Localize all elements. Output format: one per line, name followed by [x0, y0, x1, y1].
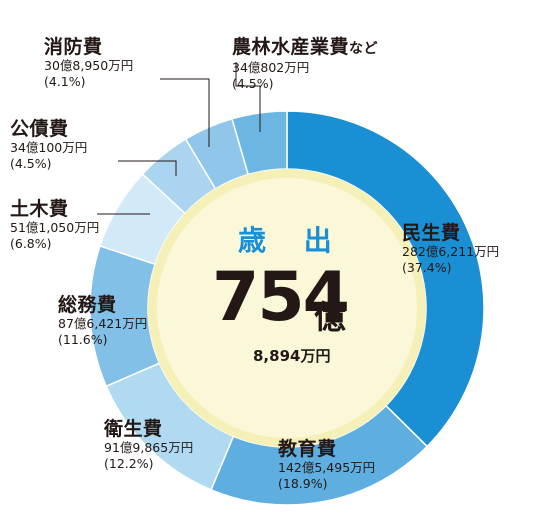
slice-amount: 51億1,050万円 [10, 220, 100, 235]
slice-category: 消防費 [44, 36, 103, 58]
slice-category: 土木費 [10, 198, 69, 220]
slice-percent: (11.6%) [58, 332, 108, 347]
slice-percent: (12.2%) [104, 456, 154, 471]
slice-category: 衛生費 [104, 418, 163, 440]
slice-category: 教育費 [278, 438, 337, 460]
leader-line-農林水産業費 [235, 62, 261, 132]
slice-percent: (37.4%) [402, 260, 452, 275]
slice-amount: 30億8,950万円 [44, 58, 134, 73]
center-total: 754 [212, 258, 350, 337]
center-total-unit: 億 [314, 298, 347, 336]
leader-lines [97, 62, 261, 215]
slice-category: 公債費 [10, 118, 69, 140]
slice-percent: (18.9%) [278, 476, 328, 491]
slice-category-main: 農林水産業費 [232, 36, 350, 58]
slice-label-総務費: 総務費 87億6,421万円 (11.6%) [58, 294, 147, 348]
slice-amount: 142億5,495万円 [278, 460, 376, 475]
slice-label-農林水産業費: 農林水産業費など 34億802万円 (4.5%) [232, 36, 378, 92]
slice-category: 農林水産業費など [232, 36, 378, 60]
slice-percent: (4.5%) [232, 76, 274, 91]
slice-label-衛生費: 衛生費 91億9,865万円 (12.2%) [104, 418, 193, 472]
slice-category: 民生費 [402, 222, 461, 244]
slice-amount: 34億802万円 [232, 60, 310, 75]
slice-label-消防費: 消防費 30億8,950万円 (4.1%) [44, 36, 133, 90]
slice-amount: 282億6,211万円 [402, 244, 500, 259]
center-title: 歳 出 [238, 224, 346, 257]
slice-label-教育費: 教育費 142億5,495万円 (18.9%) [278, 438, 375, 492]
slice-label-土木費: 土木費 51億1,050万円 (6.8%) [10, 198, 99, 252]
donut-center [157, 178, 417, 438]
slice-amount: 87億6,421万円 [58, 316, 148, 331]
slice-category-suffix: など [349, 41, 379, 57]
slice-amount: 91億9,865万円 [104, 440, 194, 455]
slice-percent: (4.1%) [44, 74, 86, 89]
leader-line-消防費 [160, 78, 210, 147]
slice-amount: 34億100万円 [10, 140, 88, 155]
center-total-sub: 8,894万円 [253, 347, 331, 365]
leader-line-公債費 [118, 160, 177, 176]
slice-percent: (4.5%) [10, 156, 52, 171]
slice-label-民生費: 民生費 282億6,211万円 (37.4%) [402, 222, 499, 276]
slice-percent: (6.8%) [10, 236, 52, 251]
slice-category: 総務費 [58, 294, 117, 316]
slice-label-公債費: 公債費 34億100万円 (4.5%) [10, 118, 87, 172]
